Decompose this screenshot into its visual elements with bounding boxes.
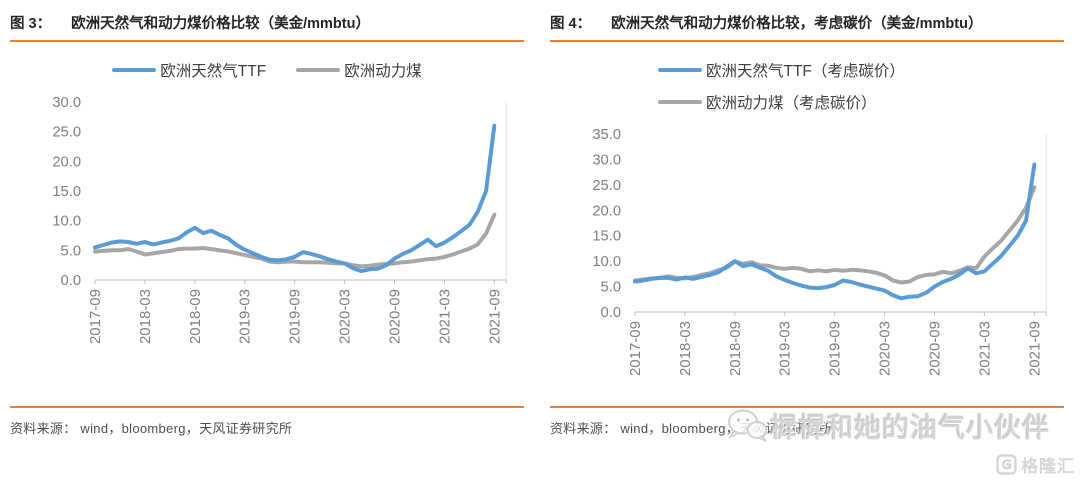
svg-text:2018-09: 2018-09: [188, 289, 204, 344]
figure-3-source: 资料来源： wind，bloomberg，天风证券研究所: [10, 421, 293, 436]
svg-text:2021-03: 2021-03: [437, 289, 453, 344]
svg-text:5.0: 5.0: [61, 243, 82, 259]
svg-text:2018-09: 2018-09: [728, 321, 744, 376]
legend-item-coal-carbon: 欧洲动力煤（考虑碳价）: [658, 88, 877, 116]
figure-3-legend: 欧洲天然气TTF 欧洲动力煤: [10, 56, 524, 84]
gas-line-swatch: [112, 68, 157, 72]
figure-3-title-text: 欧洲天然气和动力煤价格比较（美金/mmbtu）: [71, 16, 370, 32]
svg-text:10.0: 10.0: [52, 214, 81, 230]
legend-item-coal: 欧洲动力煤: [296, 56, 422, 84]
svg-text:2021-09: 2021-09: [1027, 321, 1043, 376]
figure-4-legend: 欧洲天然气TTF（考虑碳价） 欧洲动力煤（考虑碳价）: [550, 56, 1064, 116]
figure-3-label: 图 3：: [10, 16, 52, 32]
legend-label-gas-ttf: 欧洲天然气TTF: [160, 63, 267, 80]
figure-4-footer: 资料来源： wind，bloomberg，天风证券研究所: [550, 406, 1064, 483]
svg-text:0.0: 0.0: [601, 305, 622, 321]
svg-text:15.0: 15.0: [592, 229, 621, 245]
figure-4-title-text: 欧洲天然气和动力煤价格比较，考虑碳价（美金/mmbtu）: [611, 16, 983, 32]
svg-text:30.0: 30.0: [592, 152, 621, 168]
svg-text:2017-09: 2017-09: [88, 289, 104, 344]
figure-4-source: 资料来源： wind，bloomberg，天风证券研究所: [550, 421, 833, 436]
svg-text:2019-09: 2019-09: [288, 289, 304, 344]
svg-text:2018-03: 2018-03: [678, 321, 694, 376]
gas-coal-price-line-chart: 0.0 5.0 10.0 15.0 20.0 25.0 30.0 2017-09 2018-03…: [52, 95, 507, 344]
figure-4-panel: 图 4： 欧洲天然气和动力煤价格比较，考虑碳价（美金/mmbtu） 欧洲天然气TT…: [540, 0, 1080, 483]
figure-3-footer: 资料来源： wind，bloomberg，天风证券研究所: [10, 406, 524, 483]
gas-coal-carbon-price-line-chart: 0.0 5.0 10.0 15.0 20.0 25.0 30.0 35.0 2017-09 201…: [592, 127, 1047, 376]
svg-text:2021-09: 2021-09: [487, 289, 503, 344]
legend-item-gas-ttf-carbon: 欧洲天然气TTF（考虑碳价）: [658, 56, 905, 84]
figure-4-label: 图 4：: [550, 16, 592, 32]
svg-text:25.0: 25.0: [52, 125, 81, 141]
svg-text:2018-03: 2018-03: [138, 289, 154, 344]
svg-text:2019-09: 2019-09: [828, 321, 844, 376]
legend-item-gas-ttf: 欧洲天然气TTF: [112, 56, 266, 84]
title-accent-rule: [10, 40, 524, 42]
svg-text:20.0: 20.0: [592, 203, 621, 219]
svg-text:2017-09: 2017-09: [628, 321, 644, 376]
svg-text:20.0: 20.0: [52, 154, 81, 170]
legend-label-gas-ttf-carbon: 欧洲天然气TTF（考虑碳价）: [706, 63, 905, 80]
svg-text:2020-09: 2020-09: [388, 289, 404, 344]
legend-label-coal: 欧洲动力煤: [344, 63, 422, 80]
svg-text:2021-03: 2021-03: [977, 321, 993, 376]
svg-text:15.0: 15.0: [52, 184, 81, 200]
figure-3-panel: 图 3： 欧洲天然气和动力煤价格比较（美金/mmbtu） 欧洲天然气TTF 欧洲动…: [10, 12, 524, 483]
coal-line-swatch: [296, 68, 341, 72]
legend-label-coal-carbon: 欧洲动力煤（考虑碳价）: [706, 95, 877, 112]
svg-text:0.0: 0.0: [61, 273, 82, 289]
figure-3-title: 图 3： 欧洲天然气和动力煤价格比较（美金/mmbtu）: [10, 12, 524, 33]
svg-text:35.0: 35.0: [592, 127, 621, 143]
footer-accent-rule: [10, 406, 524, 408]
svg-text:2019-03: 2019-03: [778, 321, 794, 376]
title-accent-rule: [550, 40, 1064, 42]
coal-carbon-line-swatch: [658, 100, 702, 104]
svg-text:2020-03: 2020-03: [338, 289, 354, 344]
figure-4-title: 图 4： 欧洲天然气和动力煤价格比较，考虑碳价（美金/mmbtu）: [550, 12, 1064, 33]
svg-text:2020-03: 2020-03: [878, 321, 894, 376]
footer-accent-rule: [550, 406, 1064, 408]
svg-text:5.0: 5.0: [601, 280, 622, 296]
gas-carbon-line-swatch: [658, 68, 702, 72]
svg-text:25.0: 25.0: [592, 178, 621, 194]
svg-text:2019-03: 2019-03: [238, 289, 254, 344]
svg-text:2020-09: 2020-09: [928, 321, 944, 376]
svg-text:10.0: 10.0: [592, 254, 621, 270]
svg-text:30.0: 30.0: [52, 95, 81, 111]
